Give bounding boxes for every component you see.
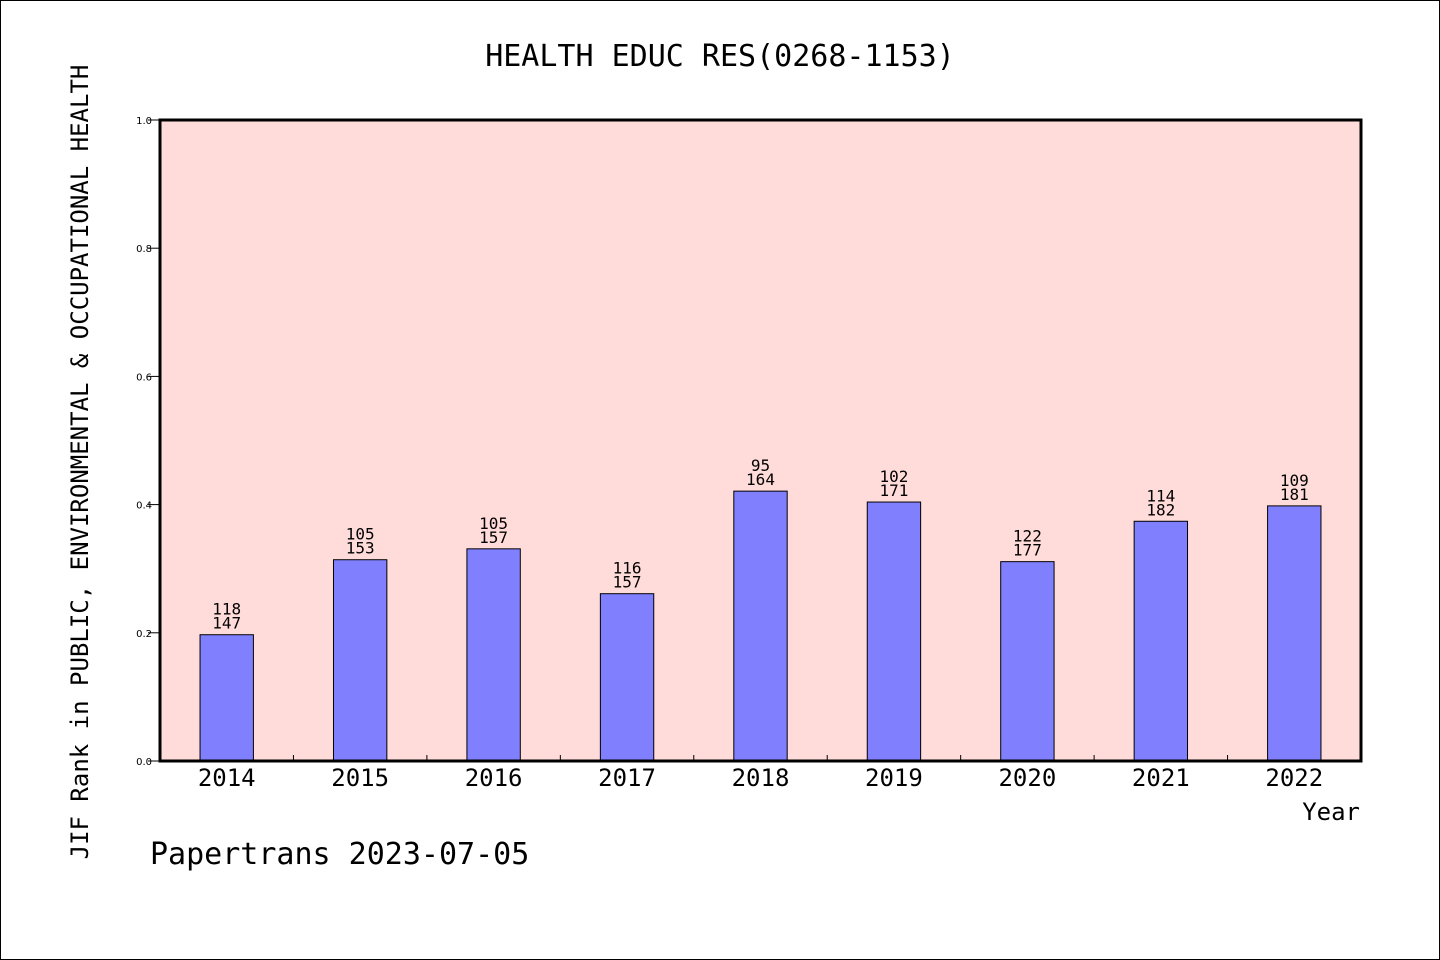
data-label-rank: 122 xyxy=(1013,527,1042,546)
data-label-rank: 118 xyxy=(212,600,241,619)
y-tick-label: 0.8 xyxy=(136,244,152,255)
x-tick-label: 2014 xyxy=(198,764,256,792)
x-tick-label: 2015 xyxy=(331,764,389,792)
data-label-rank: 105 xyxy=(346,525,375,544)
y-axis: 0.0 0.2 0.4 0.6 0.8 1.0 xyxy=(136,116,160,768)
data-label-total: 181 xyxy=(1280,485,1309,504)
plot-frame xyxy=(158,118,1363,763)
bar-2022 xyxy=(1267,505,1322,762)
data-label-rank: 105 xyxy=(479,514,508,533)
bar-2017 xyxy=(599,593,655,762)
data-label-rank: 102 xyxy=(879,467,908,486)
x-axis: 2014 2015 2016 2017 2018 2019 2020 2021 2022 xyxy=(198,755,1323,792)
y-tick-label: 0.6 xyxy=(136,372,152,383)
data-label-total: 157 xyxy=(613,573,642,592)
data-label-rank: 95 xyxy=(751,456,770,475)
y-tick-label: 1.0 xyxy=(136,116,152,127)
x-tick-label: 2022 xyxy=(1265,764,1323,792)
bar-2021 xyxy=(1133,520,1189,762)
bar-2015 xyxy=(332,559,388,762)
bar-2016 xyxy=(466,548,521,762)
bar-2014 xyxy=(199,634,254,762)
y-tick-label: 0.2 xyxy=(136,629,152,640)
x-tick-label: 2018 xyxy=(732,764,790,792)
data-label-total: 147 xyxy=(212,614,241,633)
data-label-rank: 114 xyxy=(1146,486,1175,505)
bar-2020 xyxy=(1000,561,1055,762)
y-tick-label: 0.0 xyxy=(136,757,152,768)
bar-2019 xyxy=(866,501,922,762)
data-label-total: 153 xyxy=(346,539,375,558)
footer-text: Papertrans 2023-07-05 xyxy=(150,837,529,872)
x-tick-label: 2021 xyxy=(1132,764,1190,792)
y-tick-label: 0.4 xyxy=(136,501,152,512)
data-label-total: 171 xyxy=(879,481,908,500)
data-label-rank: 109 xyxy=(1280,471,1309,490)
x-tick-label: 2019 xyxy=(865,764,923,792)
data-label-total: 182 xyxy=(1146,500,1175,519)
bar-2018 xyxy=(733,490,788,762)
x-tick-label: 2017 xyxy=(598,764,656,792)
data-label-rank: 116 xyxy=(613,559,642,578)
chart-title: HEALTH EDUC RES(0268-1153) xyxy=(485,39,955,74)
x-tick-label: 2016 xyxy=(465,764,523,792)
data-label-total: 157 xyxy=(479,528,508,547)
x-axis-label: Year xyxy=(1302,798,1360,826)
data-label-total: 177 xyxy=(1013,541,1042,560)
y-axis-label: JIF Rank in PUBLIC, ENVIRONMENTAL & OCCU… xyxy=(66,65,94,860)
data-label-total: 164 xyxy=(746,470,775,489)
x-tick-label: 2020 xyxy=(998,764,1056,792)
